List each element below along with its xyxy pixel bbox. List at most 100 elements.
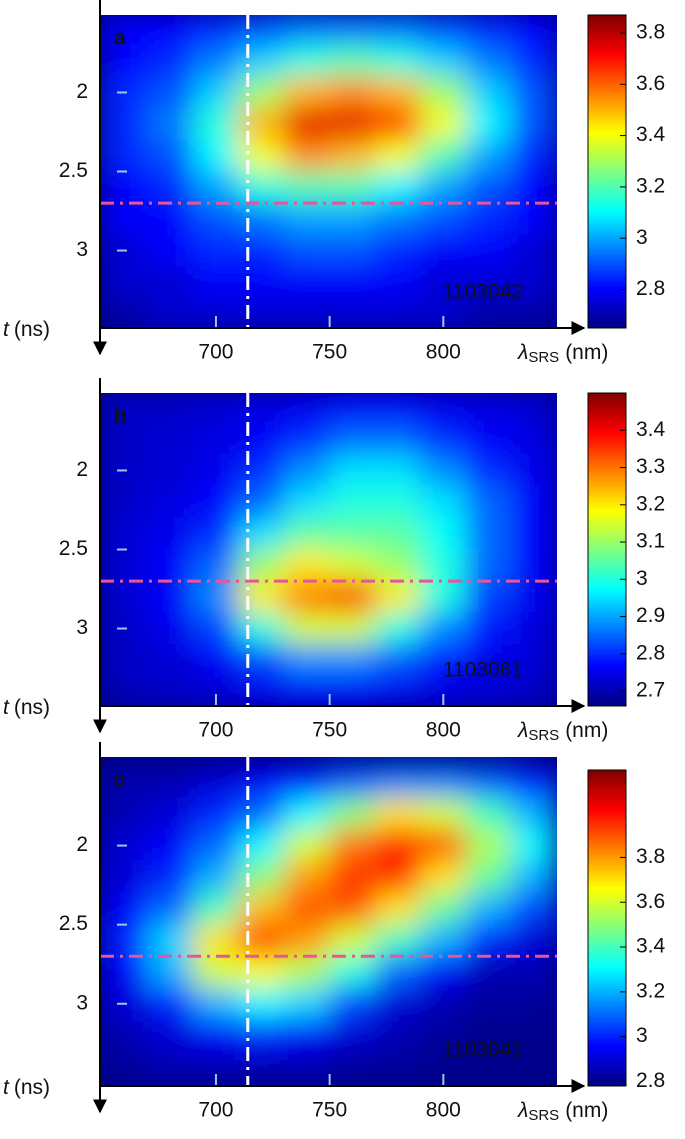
heatmap-cell: [238, 1019, 285, 1052]
heatmap-cell: [374, 892, 422, 926]
heatmap-cell: [283, 171, 331, 204]
heatmap-cell: [238, 297, 285, 328]
heatmap-cell: [420, 202, 467, 236]
y-tick-label: 2: [76, 80, 88, 103]
x-tick-label: 800: [426, 341, 461, 364]
heatmap-cell: [465, 107, 513, 141]
heatmap-cell: [192, 234, 240, 267]
heatmap-cell: [283, 393, 331, 424]
heatmap-cell: [101, 422, 149, 456]
y-tick-label: 2: [76, 833, 88, 856]
heatmap-cell: [283, 265, 331, 299]
heatmap-cell: [374, 15, 422, 46]
x-tick-label: 700: [198, 719, 233, 742]
heatmap-cell: [238, 15, 285, 46]
heatmap-cell: [329, 15, 376, 46]
x-axis-label: λSRS (nm): [517, 1099, 608, 1124]
panel-label: a: [114, 27, 126, 50]
heatmap-cell: [101, 139, 149, 172]
heatmap-cell: [283, 1019, 331, 1052]
heatmap-cell: [374, 171, 422, 204]
heatmap-cell: [420, 549, 467, 582]
heatmap-cells: [101, 15, 557, 328]
heatmap-cell: [192, 860, 240, 894]
x-axis-label-unit: (nm): [565, 1099, 608, 1122]
heatmap-cell: [147, 265, 194, 299]
colorbar-tick-label: 3.4: [636, 123, 666, 146]
heatmap-cell: [238, 454, 285, 487]
heatmap-cell: [283, 485, 331, 519]
heatmap-cell: [329, 987, 376, 1021]
heatmap-cell: [101, 643, 149, 677]
x-tick-label: 800: [426, 1099, 461, 1122]
heatmap-cell: [329, 765, 376, 799]
heatmap-cell: [329, 797, 376, 831]
heatmap-cell: [238, 517, 285, 550]
y-tick-label: 3: [76, 991, 88, 1014]
heatmap-cell: [329, 1050, 376, 1084]
heatmap-cell: [192, 797, 240, 831]
heatmap-cell: [374, 202, 422, 236]
heatmap-cell: [511, 44, 557, 78]
heatmap-cell: [283, 987, 331, 1021]
x-axis-label-sub: SRS: [528, 1107, 559, 1124]
heatmap-cell: [374, 987, 422, 1021]
heatmap-cell: [238, 234, 285, 267]
heatmap-cell: [465, 202, 513, 236]
heatmap-cell: [192, 265, 240, 299]
heatmap-cell: [147, 171, 194, 204]
y-axis-label-unit: (ns): [14, 318, 50, 341]
heatmap-cell: [420, 829, 467, 862]
heatmap-cell: [192, 643, 240, 677]
x-axis-label-unit: (nm): [565, 719, 608, 742]
heatmap-cell: [511, 765, 557, 799]
heatmap-cell: [147, 139, 194, 172]
heatmap-cell: [374, 643, 422, 677]
heatmap-cell: [329, 107, 376, 141]
heatmap-cell: [147, 987, 194, 1021]
plot-area: [100, 393, 557, 706]
y-tick-label: 3: [76, 238, 88, 261]
panel-label: c: [114, 769, 126, 792]
heatmap-cell: [238, 765, 285, 799]
heatmap-cell: [465, 829, 513, 862]
heatmap-cell: [420, 485, 467, 519]
heatmap-cell: [511, 797, 557, 831]
heatmap-cell: [420, 422, 467, 456]
heatmap-cell: [465, 44, 513, 78]
heatmap-cell: [101, 797, 149, 831]
heatmap-cell: [420, 643, 467, 677]
heatmap-cell: [238, 797, 285, 831]
heatmap-cell: [329, 422, 376, 456]
heatmap-cell: [511, 393, 557, 424]
heatmap-cell: [465, 797, 513, 831]
y-tick-label: 2.5: [59, 159, 88, 182]
heatmap-cell: [465, 892, 513, 926]
heatmap-cell: [420, 265, 467, 299]
run-id-label: 1103061: [443, 659, 523, 682]
heatmap-cell: [465, 265, 513, 299]
y-tick-label: 2.5: [59, 537, 88, 560]
heatmap-cell: [101, 517, 149, 550]
heatmap-cell: [147, 549, 194, 582]
heatmap-cell: [511, 15, 557, 46]
heatmap-cell: [101, 892, 149, 926]
heatmap-cell: [329, 265, 376, 299]
heatmap-cell: [511, 643, 557, 677]
heatmap-cell: [147, 393, 194, 424]
heatmap-cell: [101, 15, 149, 46]
heatmap-cell: [238, 612, 285, 645]
heatmap-cell: [511, 549, 557, 582]
y-tick-label: 2.5: [59, 912, 88, 935]
heatmap-cell: [283, 139, 331, 172]
heatmap-cell: [192, 924, 240, 957]
heatmap-cell: [465, 549, 513, 582]
heatmap-cell: [511, 612, 557, 645]
heatmap-cell: [511, 1019, 557, 1052]
heatmap-cell: [101, 265, 149, 299]
heatmap-cell: [374, 44, 422, 78]
x-axis-label-unit: (nm): [565, 341, 608, 364]
colorbar: [587, 769, 627, 1087]
heatmap-cell: [238, 924, 285, 957]
heatmap-cell: [283, 234, 331, 267]
